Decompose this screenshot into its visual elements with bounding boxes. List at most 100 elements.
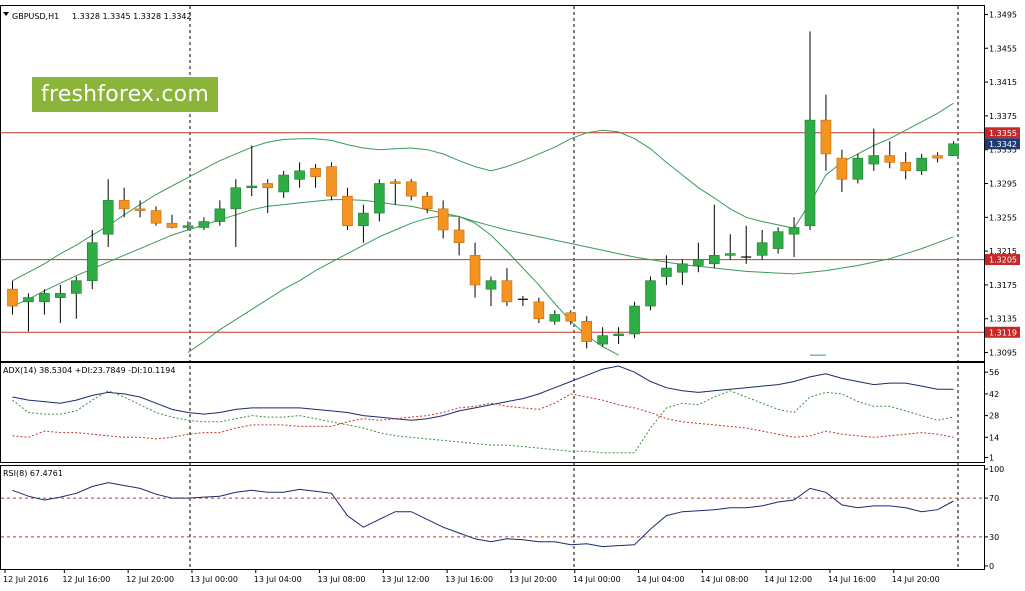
adx-series-di: [12, 393, 954, 440]
candle-body: [613, 333, 624, 336]
adx-series-di: [12, 390, 954, 454]
current-price-tag: [985, 138, 1020, 150]
candle-body: [820, 119, 832, 155]
candle: [581, 316, 593, 349]
candle-body: [788, 227, 800, 235]
candle: [501, 268, 513, 307]
candle-body: [389, 181, 401, 184]
candle-body: [118, 200, 130, 210]
candle-body: [55, 293, 66, 298]
adx-tick-label: 1: [989, 453, 994, 462]
candle-body: [7, 288, 18, 307]
time-tick-label: 14 Jul 12:00: [764, 575, 812, 584]
price-tick-label: 1.3455: [989, 44, 1017, 53]
time-tick-label: 13 Jul 04:00: [254, 575, 302, 584]
candle: [900, 152, 912, 180]
candle-body: [501, 280, 513, 303]
adx-panel-frame: [0, 362, 985, 463]
candle-body: [485, 280, 497, 290]
candle: [294, 162, 305, 188]
time-tick-label: 14 Jul 04:00: [637, 575, 685, 584]
time-tick-label: 13 Jul 20:00: [509, 575, 557, 584]
adx-tick-label: 42: [989, 390, 999, 399]
candle: [868, 128, 880, 171]
candle: [756, 229, 768, 260]
candle-body: [39, 293, 50, 303]
candle: [884, 141, 896, 169]
candle: [437, 200, 449, 239]
candle-body: [246, 185, 258, 189]
candle: [948, 141, 959, 156]
price-tick-label: 1.3215: [989, 247, 1017, 256]
candle: [677, 259, 688, 285]
candle-body: [756, 242, 768, 256]
time-tick-label: 14 Jul 00:00: [573, 575, 621, 584]
price-axis: 1.3495 1.3455 1.3415 1.3375 1.3335 1.3295 1.32…: [984, 10, 1020, 358]
rsi-line: [12, 482, 954, 548]
candle: [613, 327, 624, 345]
candle-body: [198, 221, 210, 228]
candle: [661, 255, 672, 285]
candle-body: [342, 195, 353, 227]
candle-body: [134, 208, 146, 211]
candle: [166, 214, 178, 229]
candle-body: [884, 155, 896, 163]
candle-body: [150, 210, 162, 224]
candlesticks: [7, 31, 959, 349]
candle-body: [948, 143, 959, 156]
candle: [597, 327, 608, 347]
symbol-menu-icon[interactable]: [3, 12, 9, 16]
candle: [326, 162, 337, 201]
time-tick-label: 14 Jul 16:00: [828, 575, 876, 584]
rsi-indicator: 100 70 30 0: [1, 465, 1004, 571]
candle: [645, 276, 656, 311]
candle: [708, 204, 720, 269]
candle-body: [86, 242, 98, 282]
grid: [189, 6, 959, 569]
candle: [405, 179, 417, 201]
candle: [262, 179, 274, 214]
candle: [453, 217, 465, 256]
adx-tick-label: 14: [989, 433, 999, 442]
candle-body: [262, 183, 274, 189]
price-tick-label: 1.3495: [989, 10, 1017, 19]
candle: [310, 164, 321, 188]
price-tick-label: 1.3415: [989, 78, 1017, 87]
symbol-label: GBPUSD,H1: [12, 12, 59, 21]
price-tick-label: 1.3375: [989, 112, 1017, 121]
candle: [820, 94, 832, 171]
adx-label: ADX(14) 38.5304 +DI:23.7849 -DI:10.1194: [3, 366, 175, 375]
candle-body: [374, 183, 385, 214]
candle: [374, 179, 385, 222]
candle-body: [677, 263, 688, 273]
candle-body: [166, 222, 178, 228]
candle-body: [421, 195, 433, 210]
candle: [246, 145, 258, 197]
candle-body: [326, 166, 337, 197]
candle-body: [708, 255, 720, 265]
candle-body: [214, 208, 226, 222]
time-tick-label: 12 Jul 20:00: [126, 575, 174, 584]
candle: [549, 310, 561, 325]
price-level-tag: [985, 326, 1020, 338]
ohlc-label: 1.3328 1.3345 1.3328 1.3342: [72, 12, 192, 21]
candle-body: [868, 155, 880, 165]
price-level-tag: [985, 254, 1020, 266]
price-level-tag-label: 1.3119: [989, 328, 1017, 337]
candle-body: [581, 320, 593, 342]
time-tick-label: 13 Jul 12:00: [381, 575, 429, 584]
candle: [55, 284, 66, 323]
time-tick-label: 14 Jul 20:00: [892, 575, 940, 584]
time-tick-label: 12 Jul 2016: [3, 575, 48, 584]
candle: [86, 229, 98, 290]
candle: [517, 295, 528, 307]
candle-body: [469, 255, 481, 286]
candle: [804, 31, 816, 230]
bollinger-bands: [12, 102, 954, 356]
rsi-panel-frame: [0, 465, 985, 570]
candle: [932, 152, 943, 163]
bollinger-middle-line: [12, 199, 954, 307]
candle-body: [645, 280, 656, 307]
candle: [134, 200, 146, 218]
